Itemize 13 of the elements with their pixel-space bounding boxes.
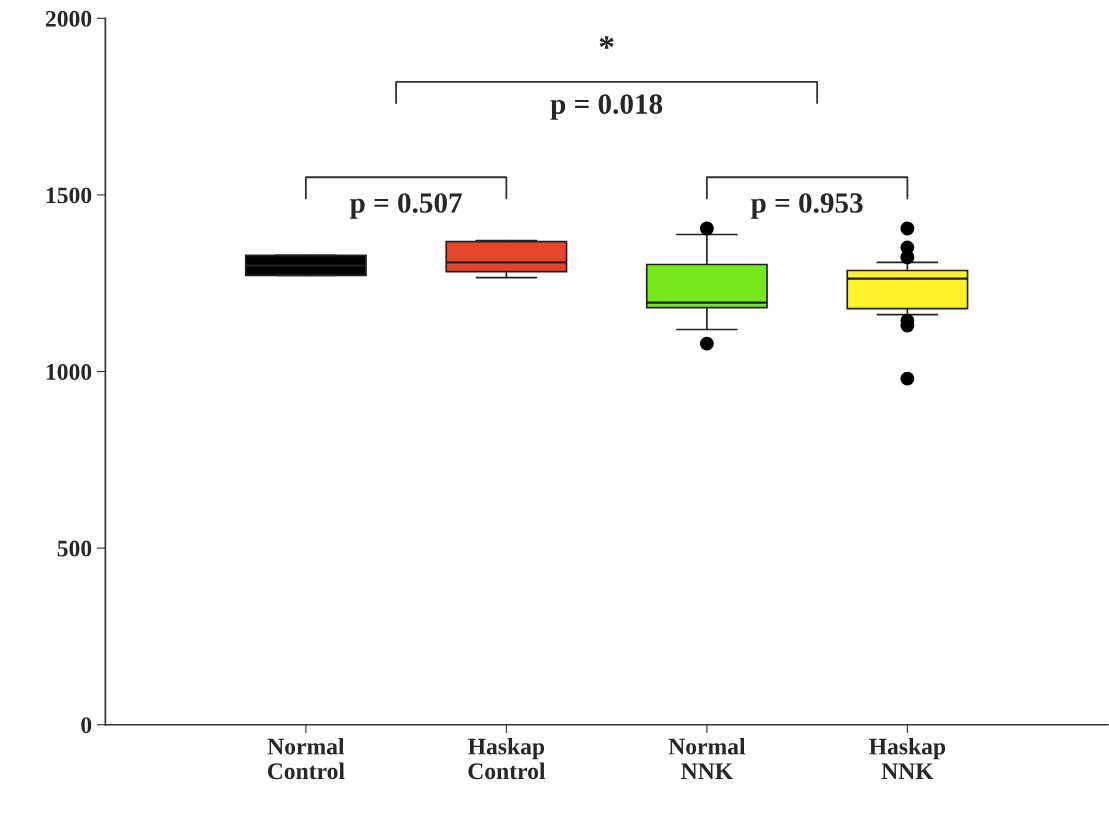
x-tick-label: Normal NNK [668, 737, 746, 779]
annotation: p = 0.018 [550, 94, 663, 120]
x-tick-label: Haskap NNK [869, 737, 946, 779]
y-tick-label: 1500 [46, 187, 92, 204]
x-tick-label: Normal Control [267, 737, 345, 780]
annotation: p = 0.953 [750, 193, 863, 219]
annotation: * [599, 36, 614, 49]
annotation: p = 0.507 [349, 193, 462, 219]
y-tick-label: 500 [57, 540, 92, 557]
y-tick-label: 2000 [45, 10, 92, 27]
x-tick-label: Haskap Control [468, 737, 546, 780]
y-tick-label: 0 [81, 717, 92, 734]
y-tick-label: 1000 [46, 364, 92, 380]
